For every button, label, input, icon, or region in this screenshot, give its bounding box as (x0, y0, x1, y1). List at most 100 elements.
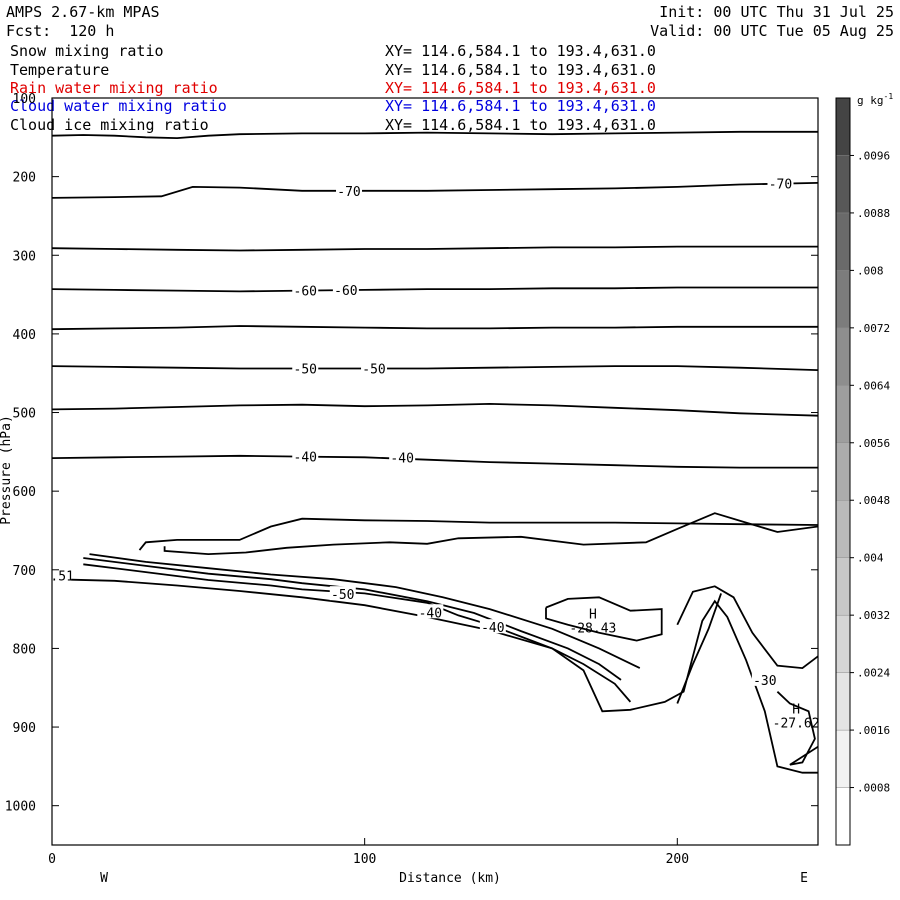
temperature-contour (52, 402, 818, 417)
colorbar-tick-label: .0096 (857, 149, 890, 162)
y-tick-label: 1000 (5, 800, 36, 815)
init-time: Init: 00 UTC Thu 31 Jul 25 (659, 3, 894, 21)
colorbar-bin (835, 500, 851, 558)
contour-label-bg (479, 619, 506, 634)
contour-label: -70 (769, 178, 792, 193)
colorbar-tick-label: .008 (857, 264, 884, 277)
temperature-contour (52, 365, 818, 371)
colorbar-tick-label: .0064 (857, 379, 890, 392)
contour-label-bg (332, 281, 359, 296)
y-tick-label: 100 (13, 92, 36, 107)
colorbar-bin (835, 729, 851, 788)
y-tick-label: 800 (13, 642, 36, 657)
colorbar-frame (835, 97, 851, 846)
model-title: AMPS 2.67-km MPAS (6, 3, 160, 21)
field-name-rain: Rain water mixing ratio (10, 79, 218, 97)
colorbar-bin (835, 155, 851, 214)
field-xy-cloud-ice: XY= 114.6,584.1 to 193.4,631.0 (385, 116, 656, 134)
y-tick-label: 500 (13, 407, 36, 422)
mixing-ratio-contour (676, 585, 818, 670)
contour-label: -40 (294, 451, 317, 466)
contour-label: -30 (753, 674, 776, 689)
y-tick-label: 900 (13, 721, 36, 736)
mixing-ratio-contour (676, 593, 722, 704)
contour-label-bg (389, 449, 416, 464)
colorbar-bin (835, 270, 851, 329)
colorbar-tick-label: .004 (857, 552, 884, 565)
x-axis-label: Distance (km) (399, 871, 501, 886)
colorbar-bin (835, 557, 851, 616)
contour-label-bg (361, 360, 388, 375)
contour-label: -40 (390, 451, 413, 466)
contour-label: -60 (294, 285, 317, 300)
temperature-contour (52, 325, 818, 331)
field-name-cloud-water: Cloud water mixing ratio (10, 97, 227, 115)
temperature-contour (52, 130, 818, 140)
forecast-hour: Fcst: 120 h (6, 22, 115, 40)
plot-frame (51, 97, 819, 846)
mixing-ratio-contour (83, 557, 622, 681)
contour-label-bg (52, 567, 72, 582)
field-name-temperature: Temperature (10, 61, 110, 79)
extremum-symbol: H (792, 703, 800, 718)
temperature-contour (52, 454, 818, 469)
colorbar-tick-label: .0088 (857, 207, 890, 220)
x-tick-label: 200 (666, 852, 689, 867)
axis-ticks: 100 200 300 400 500 600 700 800 900 1000 0 100 200 (5, 92, 818, 867)
field-name-snow: Snow mixing ratio (10, 42, 164, 60)
mixing-ratio-contour (776, 691, 818, 766)
colorbar: .0008 .0016 .0024 .0032 .004 .0048 .0056 .0064.… (835, 97, 890, 846)
colorbar-bin (835, 787, 851, 846)
y-tick-label: 300 (13, 249, 36, 264)
colorbar-bin (835, 97, 851, 156)
contour-label: 4.51 (43, 569, 74, 584)
field-xy-rain: XY= 114.6,584.1 to 193.4,631.0 (385, 79, 656, 97)
temperature-contour (52, 245, 818, 252)
y-tick-label: 200 (13, 171, 36, 186)
colorbar-unit: g kg-1 (857, 92, 893, 107)
mixing-ratio-contour (89, 553, 641, 669)
field-name-cloud-ice: Cloud ice mixing ratio (10, 116, 209, 134)
extremum-value: -27.62 (773, 717, 820, 732)
field-xy-temperature: XY= 114.6,584.1 to 193.4,631.0 (385, 61, 656, 79)
colorbar-tick-label: .0056 (857, 437, 890, 450)
contour-label: -50 (331, 588, 354, 603)
contour-label-bg (336, 182, 363, 197)
y-axis-label: Pressure (hPa) (0, 415, 14, 525)
x-end-label-west: W (100, 871, 108, 886)
contour-label: -50 (362, 362, 385, 377)
valid-time: Valid: 00 UTC Tue 05 Aug 25 (650, 22, 894, 40)
mixing-ratio-contour (163, 512, 818, 556)
contour-label: -70 (337, 185, 360, 200)
colorbar-tick-label: .0048 (857, 494, 890, 507)
field-xy-snow: XY= 114.6,584.1 to 193.4,631.0 (385, 42, 656, 60)
colorbar-bin (835, 212, 851, 271)
colorbar-bin (835, 442, 851, 501)
y-tick-label: 400 (13, 328, 36, 343)
colorbar-tick-label: .0016 (857, 724, 890, 737)
temperature-contour (138, 517, 818, 551)
field-xy-cloud-water: XY= 114.6,584.1 to 193.4,631.0 (385, 97, 656, 115)
colorbar-bin (835, 672, 851, 731)
contour-label-bg (417, 604, 444, 619)
contour-label-bg (292, 282, 319, 297)
colorbar-bin (835, 327, 851, 386)
extremum-value: -28.43 (569, 622, 616, 637)
colorbar-bin (835, 385, 851, 443)
x-tick-label: 0 (48, 852, 56, 867)
colorbar-bin (835, 614, 851, 673)
mixing-ratio-contour (545, 596, 663, 642)
y-tick-label: 600 (13, 485, 36, 500)
contour-label-bg (329, 586, 356, 601)
temperature-contour (52, 286, 818, 293)
contour-label-bg (292, 448, 319, 463)
colorbar-tick-label: .0024 (857, 667, 890, 680)
contour-label-bg (292, 360, 319, 375)
contour-label: -40 (481, 621, 504, 636)
contour-layer: -70 -70 -60 -60 -50 -50 -40 -40 -50 -40 -40 -30 4.51… (43, 130, 820, 774)
x-tick-label: 100 (353, 852, 376, 867)
contour-label: -60 (334, 284, 357, 299)
colorbar-tick-label: .0072 (857, 322, 890, 335)
contour-label: -50 (294, 362, 317, 377)
